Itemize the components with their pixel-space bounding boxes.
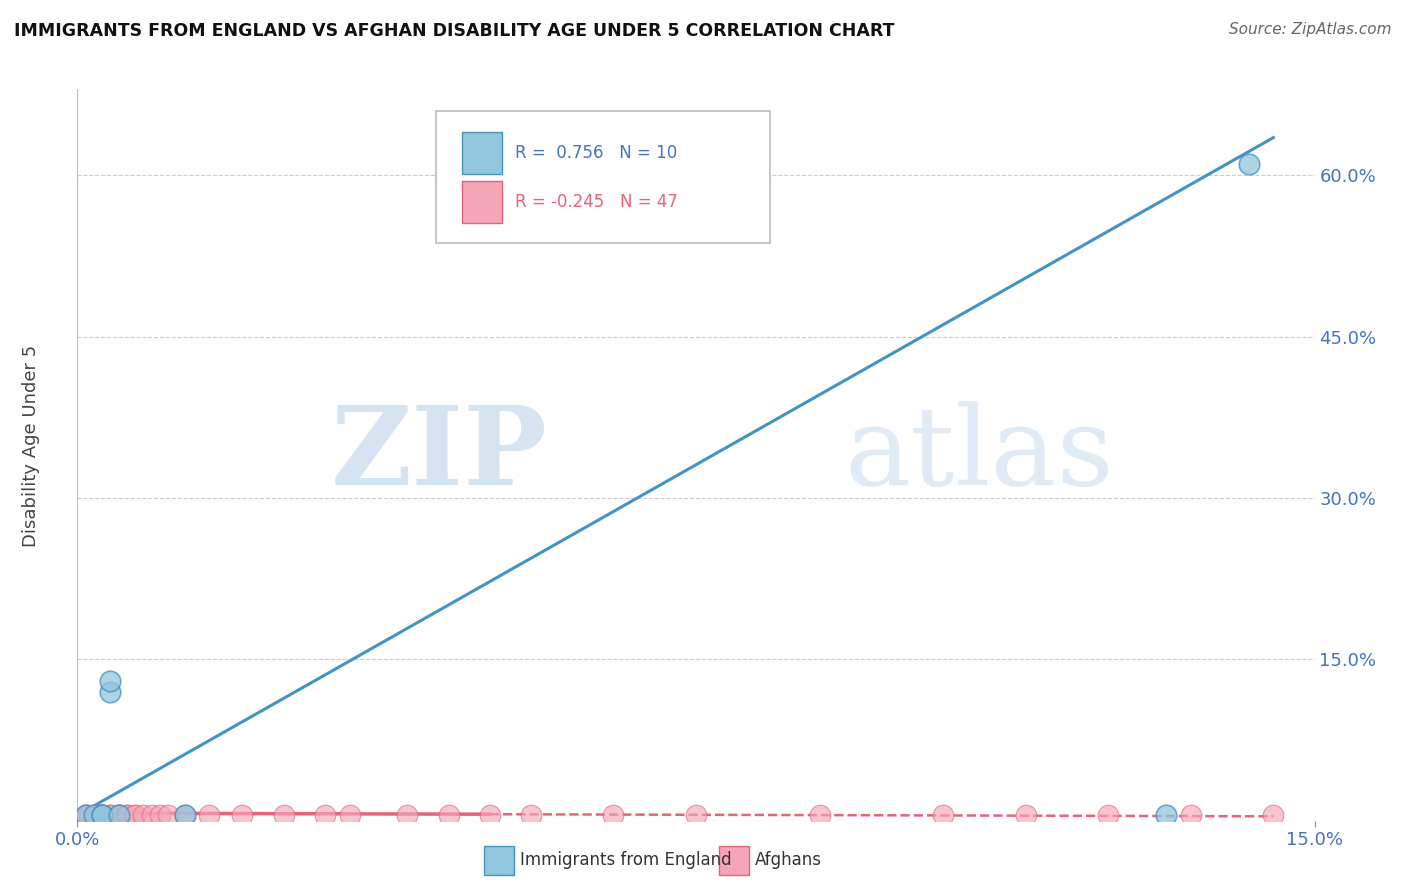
Point — [98, 808, 121, 822]
Point — [339, 808, 361, 822]
Text: IMMIGRANTS FROM ENGLAND VS AFGHAN DISABILITY AGE UNDER 5 CORRELATION CHART: IMMIGRANTS FROM ENGLAND VS AFGHAN DISABI… — [14, 22, 894, 40]
Point — [107, 808, 129, 822]
FancyBboxPatch shape — [436, 112, 770, 243]
Point — [124, 808, 146, 822]
Point — [1180, 808, 1202, 822]
Point — [808, 808, 831, 822]
Point — [1154, 808, 1177, 822]
Text: atlas: atlas — [845, 401, 1114, 508]
FancyBboxPatch shape — [485, 846, 515, 875]
FancyBboxPatch shape — [720, 846, 749, 875]
Text: R =  0.756   N = 10: R = 0.756 N = 10 — [516, 145, 678, 162]
Point — [115, 808, 138, 822]
Point — [124, 808, 146, 822]
Point — [83, 808, 105, 822]
FancyBboxPatch shape — [463, 181, 502, 223]
Point — [91, 808, 114, 822]
Point — [75, 808, 97, 822]
Point — [141, 808, 163, 822]
Text: R = -0.245   N = 47: R = -0.245 N = 47 — [516, 194, 678, 211]
Point — [173, 808, 195, 822]
Point — [91, 808, 114, 822]
Point — [132, 808, 155, 822]
Point — [91, 808, 114, 822]
Point — [520, 808, 543, 822]
Text: Source: ZipAtlas.com: Source: ZipAtlas.com — [1229, 22, 1392, 37]
Point — [83, 808, 105, 822]
Point — [149, 808, 172, 822]
Point — [98, 808, 121, 822]
Point — [1097, 808, 1119, 822]
Point — [98, 808, 121, 822]
FancyBboxPatch shape — [463, 132, 502, 174]
Point — [75, 808, 97, 822]
Point — [75, 808, 97, 822]
Point — [91, 808, 114, 822]
Text: Immigrants from England: Immigrants from England — [520, 851, 733, 869]
Point — [75, 808, 97, 822]
Point — [1263, 808, 1285, 822]
Point — [107, 808, 129, 822]
Point — [273, 808, 295, 822]
Point — [91, 808, 114, 822]
Point — [98, 684, 121, 698]
Point — [932, 808, 955, 822]
Point — [115, 808, 138, 822]
Point — [83, 808, 105, 822]
Point — [83, 808, 105, 822]
Point — [91, 808, 114, 822]
Point — [478, 808, 501, 822]
Point — [107, 808, 129, 822]
Point — [115, 808, 138, 822]
Point — [157, 808, 180, 822]
Point — [314, 808, 336, 822]
Text: Disability Age Under 5: Disability Age Under 5 — [22, 345, 39, 547]
Text: ZIP: ZIP — [330, 401, 547, 508]
Point — [173, 808, 195, 822]
Point — [91, 808, 114, 822]
Point — [1015, 808, 1038, 822]
Point — [107, 808, 129, 822]
Point — [602, 808, 624, 822]
Point — [685, 808, 707, 822]
Point — [231, 808, 253, 822]
Point — [1237, 157, 1260, 171]
Point — [83, 808, 105, 822]
Point — [437, 808, 460, 822]
Point — [98, 673, 121, 688]
Point — [396, 808, 419, 822]
Point — [107, 808, 129, 822]
Point — [107, 808, 129, 822]
Text: Afghans: Afghans — [755, 851, 823, 869]
Point — [198, 808, 221, 822]
